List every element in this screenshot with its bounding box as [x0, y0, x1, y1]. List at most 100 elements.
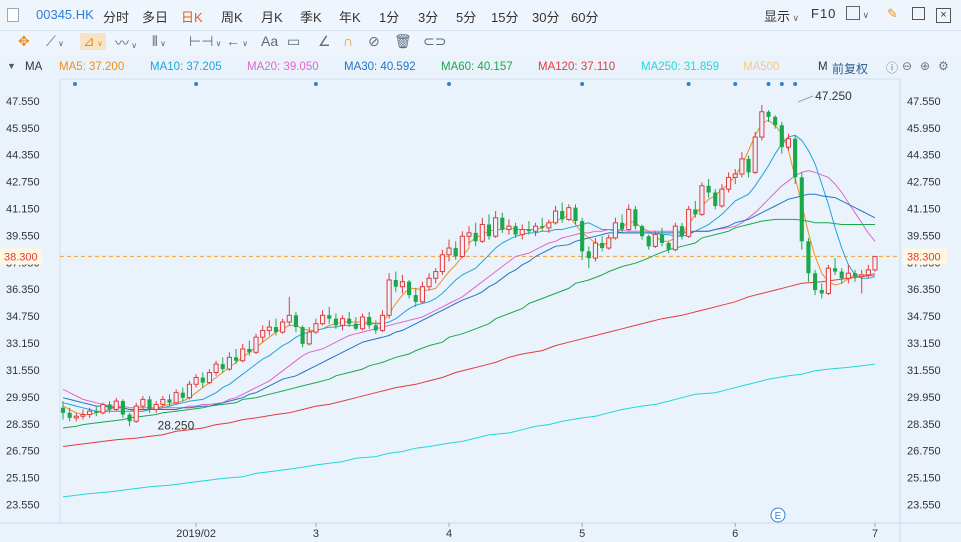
f10-button[interactable]: F10 [811, 6, 837, 21]
period-30min[interactable]: 30分 [532, 10, 560, 25]
ma-line-ma10 [62, 134, 876, 412]
candle-up [825, 267, 831, 294]
chart-tool-icon[interactable]: ⫴ ∨ [152, 33, 166, 49]
ma500-value: MA500 [743, 61, 780, 73]
period-multi-day[interactable]: 多日 [142, 10, 169, 25]
maximize-icon[interactable] [912, 6, 925, 21]
settings-gear-icon[interactable]: ⚙ [938, 59, 949, 73]
candle-up [226, 356, 232, 370]
zoom-out-icon[interactable]: ⊖ [902, 59, 913, 73]
period-weekly-k[interactable]: 周K [221, 10, 243, 25]
ma-collapse-icon[interactable]: ▼ [7, 61, 16, 71]
period-1min[interactable]: 1分 [379, 10, 400, 25]
trend-tool-icon[interactable]: ⊿ ∨ [80, 33, 106, 50]
candle-down [333, 318, 338, 326]
y-tick-right: 41.150 [907, 204, 941, 216]
candle-up [672, 225, 678, 251]
candle-up [160, 398, 166, 405]
ma60-value: MA60: 40.157 [441, 61, 513, 73]
period-intraday[interactable]: 分时 [103, 10, 130, 25]
period-monthly-k[interactable]: 月K [261, 10, 283, 25]
event-dot [686, 82, 691, 86]
candle-up [459, 235, 465, 257]
zoom-in-icon[interactable]: ⊕ [920, 59, 931, 73]
candle-down [167, 399, 172, 403]
comment-icon[interactable]: ▭ [287, 33, 301, 49]
y-tick-left: 31.550 [6, 365, 40, 377]
candle-down [806, 241, 811, 274]
help-icon[interactable]: ⓘ [886, 61, 899, 75]
plot-area [59, 78, 901, 524]
min-price-label: 28.250 [158, 418, 195, 432]
line-tool-icon[interactable]: ⟋ ∨ [46, 33, 64, 49]
candle-up [726, 176, 732, 190]
candle-up [419, 286, 425, 303]
candle-down [393, 279, 398, 287]
candle-up [253, 336, 259, 353]
period-quarterly-k[interactable]: 季K [300, 10, 322, 25]
candle-up [433, 271, 439, 279]
y-tick-left: 29.950 [6, 392, 40, 404]
candle-up [479, 223, 485, 242]
candle-down [580, 221, 585, 252]
magnet-icon[interactable]: ∩ [343, 33, 354, 49]
x-tick-label: 3 [313, 528, 319, 540]
candle-up [399, 281, 406, 288]
candle-up [785, 138, 792, 148]
x-tick-label: 5 [579, 528, 585, 540]
max-price-label: 47.250 [815, 89, 852, 103]
candle-down [633, 209, 638, 227]
candle-down [67, 412, 72, 418]
y-tick-left: 36.350 [6, 284, 40, 296]
wave-tool-icon[interactable]: 〰 ∨ [115, 35, 138, 51]
ruler-icon[interactable]: ∠ [318, 33, 331, 49]
range-tool-icon[interactable]: ⊢⊣ ∨ [189, 33, 222, 49]
layout-icon[interactable]: ∨ [846, 6, 869, 21]
candle-up [699, 185, 705, 215]
ma-line-ma20 [62, 170, 876, 409]
y-tick-right: 23.550 [907, 500, 941, 512]
hide-icon[interactable]: ⊘ [368, 33, 380, 49]
candle-down [833, 268, 838, 272]
candle-down [839, 271, 844, 279]
candle-down [666, 242, 671, 250]
candle-up [280, 321, 286, 333]
candle-up [140, 398, 146, 407]
y-tick-right: 26.750 [907, 446, 941, 458]
candle-up [566, 207, 572, 220]
trash-icon[interactable]: 🗑 [394, 33, 412, 49]
event-dot [733, 82, 738, 86]
candle-down [659, 234, 665, 243]
max-price-pointer [797, 95, 814, 103]
period-3min[interactable]: 3分 [418, 10, 439, 25]
candle-down [586, 251, 591, 259]
ma5-value: MA5: 37.200 [59, 61, 125, 73]
select-checkbox[interactable] [7, 8, 19, 22]
event-dot [73, 82, 77, 86]
pen-icon[interactable]: ✎ [887, 6, 898, 21]
close-icon[interactable]: × [936, 6, 951, 23]
restore-mode-button[interactable]: 前复权 [832, 62, 869, 76]
candle-up [386, 279, 392, 316]
y-tick-right: 31.550 [907, 365, 941, 377]
period-yearly-k[interactable]: 年K [339, 10, 361, 25]
period-daily-k[interactable]: 日K [181, 10, 203, 25]
arrow-tool-icon[interactable]: ← ∨ [226, 33, 249, 49]
display-menu[interactable]: 显示 ∨ [764, 6, 799, 25]
period-60min[interactable]: 60分 [571, 10, 599, 25]
period-15min[interactable]: 15分 [491, 10, 519, 25]
candle-up [320, 314, 326, 325]
ma-more-value: M [818, 61, 828, 73]
event-dot [580, 82, 585, 86]
text-tool[interactable]: Aa [261, 33, 279, 49]
event-e-icon [770, 507, 786, 523]
candle-down [819, 290, 824, 294]
candle-up [339, 318, 346, 326]
link-icon[interactable]: ⊂⊃ [423, 33, 447, 49]
candle-up [379, 314, 386, 331]
move-cross-icon[interactable]: ✥ [18, 33, 30, 49]
period-5min[interactable]: 5分 [456, 10, 477, 25]
x-tick-label: 7 [872, 528, 878, 540]
ma20-value: MA20: 39.050 [247, 61, 319, 73]
